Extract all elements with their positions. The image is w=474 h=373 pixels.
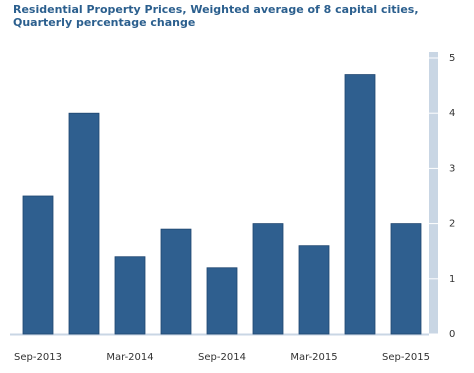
x-tick-label: Mar-2015: [290, 352, 337, 363]
x-tick-label: Mar-2014: [106, 352, 153, 363]
bar: [298, 245, 330, 335]
x-tick-label: Sep-2014: [198, 352, 246, 363]
bar: [160, 228, 192, 335]
bar: [252, 223, 284, 335]
x-tick-label: Sep-2015: [382, 352, 430, 363]
bar: [22, 195, 54, 335]
x-tick-label: Sep-2013: [14, 352, 62, 363]
bar: [114, 256, 146, 335]
y-axis-band: [429, 52, 438, 334]
chart-title: Residential Property Prices, Weighted av…: [13, 3, 419, 29]
bar: [206, 267, 238, 335]
y-tick-label: 3: [449, 163, 455, 174]
bar: [390, 223, 422, 335]
y-tick-label: 2: [449, 219, 455, 230]
bar: [344, 74, 376, 335]
bar: [68, 112, 100, 335]
y-tick-label: 5: [449, 53, 455, 64]
y-tick-label: 0: [449, 329, 455, 340]
y-tick-label: 1: [449, 274, 455, 285]
y-tick-label: 4: [449, 108, 455, 119]
